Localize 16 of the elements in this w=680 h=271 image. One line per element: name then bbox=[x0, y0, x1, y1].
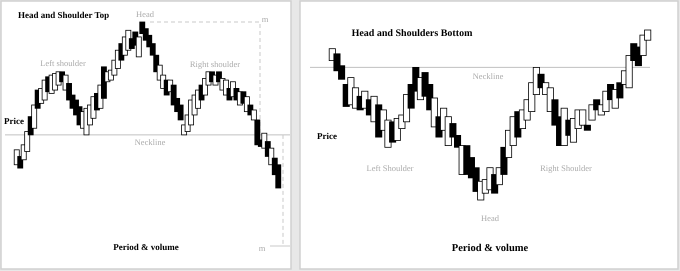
chart-title: Head and Shoulders Bottom bbox=[352, 28, 474, 39]
ref-line-label: Neckline bbox=[472, 71, 504, 81]
annotation: m bbox=[262, 14, 269, 24]
ref-line-label: Neckline bbox=[134, 137, 166, 147]
text: Head bbox=[481, 213, 500, 223]
chart-title: Head and Shoulder Top bbox=[18, 10, 110, 20]
annotation: Left shoulder bbox=[40, 58, 86, 68]
annotation: Right shoulder bbox=[190, 59, 240, 69]
text: Head bbox=[136, 9, 155, 19]
annotation: Left Shoulder bbox=[366, 163, 414, 173]
y-axis-title: Price bbox=[4, 116, 24, 126]
x-axis-title: Period & volume bbox=[452, 243, 529, 254]
x-axis-title: Period & volume bbox=[113, 242, 179, 252]
annotation: Right Shoulder bbox=[540, 163, 592, 173]
y-axis-title: Price bbox=[317, 131, 337, 141]
text: m bbox=[258, 243, 266, 253]
